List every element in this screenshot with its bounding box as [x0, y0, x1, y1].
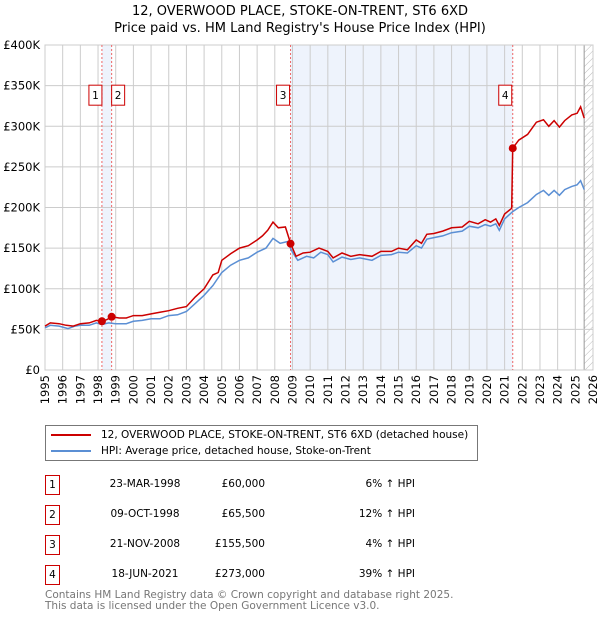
legend-swatch-blue	[51, 450, 91, 452]
chart-title-line1: 12, OVERWOOD PLACE, STOKE-ON-TRENT, ST6 …	[131, 4, 469, 19]
x-tick-label: 1999	[109, 375, 123, 404]
x-tick-label: 2002	[162, 375, 176, 404]
x-tick-label: 2013	[356, 375, 370, 404]
sale-label: 1	[92, 90, 99, 102]
legend-swatch-red	[51, 434, 91, 436]
sale-date: 09-OCT-1998	[110, 508, 180, 520]
x-tick-label: 2017	[427, 375, 441, 404]
x-tick-label: 2021	[498, 375, 512, 404]
x-tick-label: 2001	[144, 375, 158, 404]
sale-marker	[97, 317, 106, 326]
footer-line2: This data is licensed under the Open Gov…	[45, 600, 380, 612]
x-tick-label: 2015	[392, 375, 406, 404]
x-tick-label: 2008	[268, 375, 282, 404]
sale-price: £273,000	[214, 568, 265, 580]
x-tick-label: 2019	[462, 375, 476, 404]
x-tick-label: 2003	[179, 375, 193, 404]
y-tick-label: £100K	[3, 282, 40, 296]
table-row: 4 18-JUN-2021 £273,000 39% ↑ HPI	[45, 565, 465, 585]
x-tick-label: 2004	[197, 375, 211, 404]
x-tick-label: 1996	[56, 375, 70, 404]
sale-price: £60,000	[221, 478, 265, 490]
sale-number: 3	[45, 535, 60, 555]
sale-date: 21-NOV-2008	[109, 538, 181, 550]
sale-label: 4	[502, 90, 509, 102]
sale-hpi-diff: 6% ↑ HPI	[365, 478, 415, 490]
table-row: 3 21-NOV-2008 £155,500 4% ↑ HPI	[45, 535, 465, 555]
legend-label-hpi: HPI: Average price, detached house, Stok…	[101, 445, 371, 457]
sale-price: £155,500	[214, 538, 265, 550]
x-tick-label: 2016	[409, 375, 423, 404]
x-tick-label: 2020	[480, 375, 494, 404]
sale-label-box	[276, 84, 291, 106]
sale-label-box	[88, 84, 103, 106]
chart-legend: 12, OVERWOOD PLACE, STOKE-ON-TRENT, ST6 …	[45, 425, 478, 461]
x-tick-label: 2014	[374, 375, 388, 404]
x-tick-label: 2009	[285, 375, 299, 404]
sale-date: 23-MAR-1998	[109, 478, 181, 490]
x-tick-label: 1997	[73, 375, 87, 404]
sale-number: 4	[45, 565, 60, 585]
sale-label: 2	[115, 90, 122, 102]
x-tick-label: 2010	[303, 375, 317, 404]
sale-hpi-diff: 39% ↑ HPI	[358, 568, 415, 580]
y-tick-label: £400K	[3, 38, 40, 52]
y-tick-label: £0	[25, 363, 40, 377]
sale-number: 1	[45, 475, 60, 495]
x-tick-label: 2018	[445, 375, 459, 404]
x-tick-label: 1998	[91, 375, 105, 404]
y-tick-label: £200K	[3, 201, 40, 215]
x-tick-label: 2011	[321, 375, 335, 404]
x-tick-label: 1995	[38, 375, 52, 404]
x-tick-label: 2000	[126, 375, 140, 404]
price-chart: 1995 1996 1997 1998 1999 2000 2001 2002 2003 2004…	[3, 38, 600, 404]
legend-item-hpi: HPI: Average price, detached house, Stok…	[51, 445, 371, 457]
sale-hpi-diff: 4% ↑ HPI	[365, 538, 415, 550]
table-row: 2 09-OCT-1998 £65,500 12% ↑ HPI	[45, 505, 465, 525]
sale-hpi-diff: 12% ↑ HPI	[358, 508, 415, 520]
y-tick-label: £350K	[3, 79, 40, 93]
x-tick-label: 2012	[339, 375, 353, 404]
footer-attribution: Contains HM Land Registry data © Crown c…	[45, 590, 453, 612]
sale-marker	[508, 144, 517, 153]
property-price-line	[44, 104, 585, 327]
table-row: 1 23-MAR-1998 £60,000 6% ↑ HPI	[45, 475, 465, 495]
sale-label-box	[111, 84, 126, 106]
sale-label-box	[498, 84, 513, 106]
chart-subtitle: Price paid vs. HM Land Registry's House …	[114, 21, 486, 36]
y-tick-label: £250K	[3, 160, 40, 174]
chart-title: 12, OVERWOOD PLACE, STOKE-ON-TRENT, ST6 …	[0, 3, 600, 37]
x-tick-label: 2024	[551, 375, 565, 404]
x-tick-label: 2025	[568, 375, 582, 404]
x-tick-label: 2007	[250, 375, 264, 404]
sale-date: 18-JUN-2021	[111, 568, 179, 580]
x-tick-label: 2026	[586, 375, 600, 404]
plot-frame	[44, 44, 594, 371]
y-tick-label: £150K	[3, 241, 40, 255]
sale-label: 3	[280, 90, 287, 102]
y-tick-label: £300K	[3, 119, 40, 133]
legend-item-property: 12, OVERWOOD PLACE, STOKE-ON-TRENT, ST6 …	[51, 429, 468, 441]
footer-line1: Contains HM Land Registry data © Crown c…	[45, 589, 454, 601]
y-tick-label: £50K	[11, 322, 41, 336]
legend-label-property: 12, OVERWOOD PLACE, STOKE-ON-TRENT, ST6 …	[101, 429, 469, 441]
hpi-line	[44, 179, 585, 330]
sale-marker	[107, 312, 116, 321]
sale-marker	[286, 239, 295, 248]
x-tick-label: 2023	[533, 375, 547, 404]
sale-number: 2	[45, 505, 60, 525]
x-tick-label: 2006	[232, 375, 246, 404]
x-tick-label: 2022	[515, 375, 529, 404]
sale-price: £65,500	[221, 508, 265, 520]
x-tick-label: 2005	[215, 375, 229, 404]
